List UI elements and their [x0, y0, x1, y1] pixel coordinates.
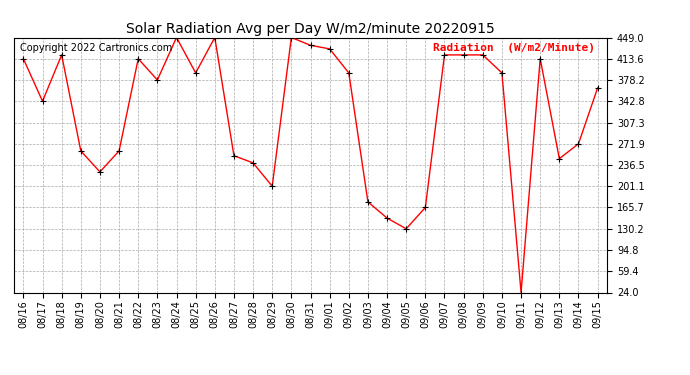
Text: Radiation  (W/m2/Minute): Radiation (W/m2/Minute) — [433, 43, 595, 52]
Title: Solar Radiation Avg per Day W/m2/minute 20220915: Solar Radiation Avg per Day W/m2/minute … — [126, 22, 495, 36]
Text: Copyright 2022 Cartronics.com: Copyright 2022 Cartronics.com — [20, 43, 172, 52]
